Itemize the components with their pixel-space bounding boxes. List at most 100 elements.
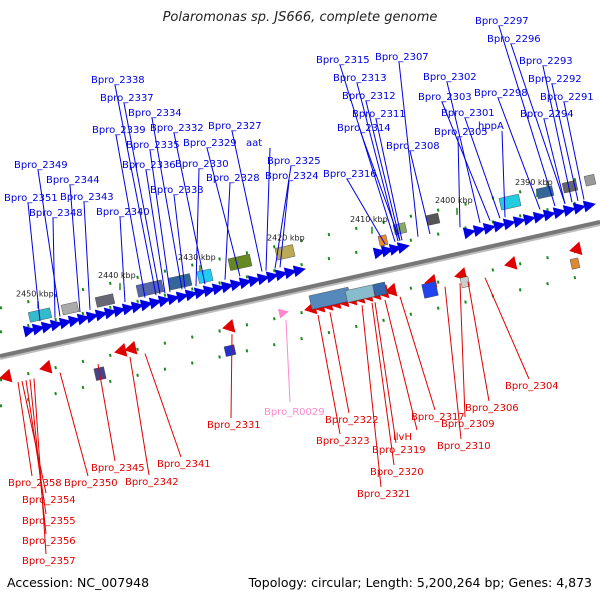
leader-line: [339, 64, 396, 242]
ruler-label: 2390 kbp: [515, 178, 553, 187]
gene-label: Bpro_2307: [375, 52, 429, 63]
gene-label: Bpro_2323: [316, 436, 370, 447]
annotation-block: [60, 301, 80, 316]
leader-line: [230, 334, 233, 419]
leader-line: [83, 201, 91, 310]
gene-label: Bpro_2332: [150, 123, 204, 134]
plus-strand-gene: [256, 273, 270, 286]
leader-line: [27, 202, 41, 322]
gene-label: Bpro_2341: [157, 459, 211, 470]
leader-line: [145, 169, 166, 294]
leader-line: [119, 216, 126, 303]
ruler-label: 2400 kbp: [435, 196, 473, 205]
gene-label: Bpro_2303: [418, 92, 472, 103]
gene-label: Bpro_2333: [150, 185, 204, 196]
gene-label: Bpro_2337: [100, 93, 154, 104]
plus-strand-gene: [492, 220, 506, 233]
gene-label: Bpro_2328: [206, 173, 260, 184]
plus-strand-gene: [462, 227, 476, 240]
leader-line: [459, 283, 466, 418]
plus-strand-gene: [472, 225, 486, 237]
rna-gene: [278, 308, 289, 319]
leader-line: [231, 130, 263, 272]
leader-line: [498, 25, 556, 207]
accession-text: Accession: NC_007948: [7, 575, 150, 590]
plus-strand-gene: [58, 317, 72, 330]
gene-label: Bpro_2343: [60, 192, 114, 203]
plus-strand-gene: [175, 291, 189, 304]
plus-strand-gene: [184, 289, 198, 302]
leader-line: [33, 378, 47, 555]
gene-label: Bpro_2294: [520, 109, 574, 120]
plus-strand-gene: [292, 265, 306, 278]
gene-label: Bpro_2350: [64, 478, 118, 489]
gene-label: Bpro_2322: [325, 415, 379, 426]
leader-line: [371, 302, 395, 466]
leader-line: [484, 277, 530, 380]
gene-label: Bpro_2339: [92, 125, 146, 136]
leader-line: [329, 312, 350, 414]
minus-strand-gene: [569, 241, 583, 256]
leader-line: [501, 130, 506, 218]
leader-line: [360, 132, 401, 241]
minus-strand-gene: [39, 359, 53, 374]
plus-strand-gene: [85, 311, 99, 324]
gene-label: Bpro_2317: [411, 412, 465, 423]
plus-strand-gene: [202, 285, 216, 298]
annotation-block: [196, 268, 214, 284]
annotation-block: [498, 193, 522, 211]
gene-label: Bpro_2296: [487, 34, 541, 45]
plus-strand-gene: [22, 325, 36, 338]
plus-strand-gene: [283, 267, 297, 280]
gene-label: aat: [246, 138, 262, 149]
gene-label: Bpro_2302: [423, 72, 477, 83]
plus-strand-gene: [572, 202, 586, 215]
leader-line: [384, 299, 418, 431]
plus-strand-gene: [274, 269, 288, 282]
leader-line: [285, 320, 291, 403]
leader-line: [206, 147, 241, 277]
gene-label: Bpro_2349: [14, 160, 68, 171]
leader-line: [173, 194, 186, 289]
plus-strand-gene: [482, 223, 496, 235]
gene-label: Bpro_2330: [175, 159, 229, 170]
gene-label: Bpro_2335: [126, 140, 180, 151]
leader-line: [149, 149, 171, 293]
gene-label: Bpro_2308: [386, 141, 440, 152]
gene-label: Bpro_2306: [465, 403, 519, 414]
leader-line: [317, 314, 341, 435]
leader-line: [457, 136, 461, 228]
plus-strand-gene: [67, 315, 81, 328]
gene-label: Bpro_2315: [316, 55, 370, 66]
gene-label: Bpro_2329: [183, 138, 237, 149]
gene-label: Bpro_2297: [475, 16, 529, 27]
gene-label: Bpro_2311: [352, 109, 406, 120]
gene-label: Bpro_2356: [22, 536, 76, 547]
leader-line: [446, 81, 481, 223]
annotation-block: [227, 253, 253, 271]
plus-strand-gene: [49, 319, 63, 332]
minus-strand-gene: [384, 282, 398, 297]
plus-strand-gene: [582, 200, 596, 213]
plus-strand-gene: [121, 303, 135, 316]
ruler-label: 2420 kbp: [267, 233, 305, 242]
plus-strand-gene: [112, 305, 126, 318]
plus-strand-gene: [139, 299, 153, 312]
plus-strand-gene: [193, 287, 207, 300]
leader-line: [123, 102, 161, 295]
gene-label: Bpro_2355: [22, 516, 76, 527]
gene-label: Bpro_2320: [370, 467, 424, 478]
leader-line: [467, 281, 490, 402]
gene-label: Bpro_2324: [265, 171, 319, 182]
leader-line: [497, 97, 541, 210]
plus-strand-gene: [522, 214, 536, 226]
gene-label: Bpro_2327: [208, 121, 262, 132]
plus-strand-gene: [238, 277, 252, 290]
plus-strand-gene: [157, 295, 171, 308]
plus-strand-gene: [103, 307, 117, 320]
leader-line: [374, 302, 397, 444]
annotation-block: [135, 279, 165, 298]
plus-strand-gene: [130, 301, 144, 314]
leader-line: [265, 147, 271, 271]
